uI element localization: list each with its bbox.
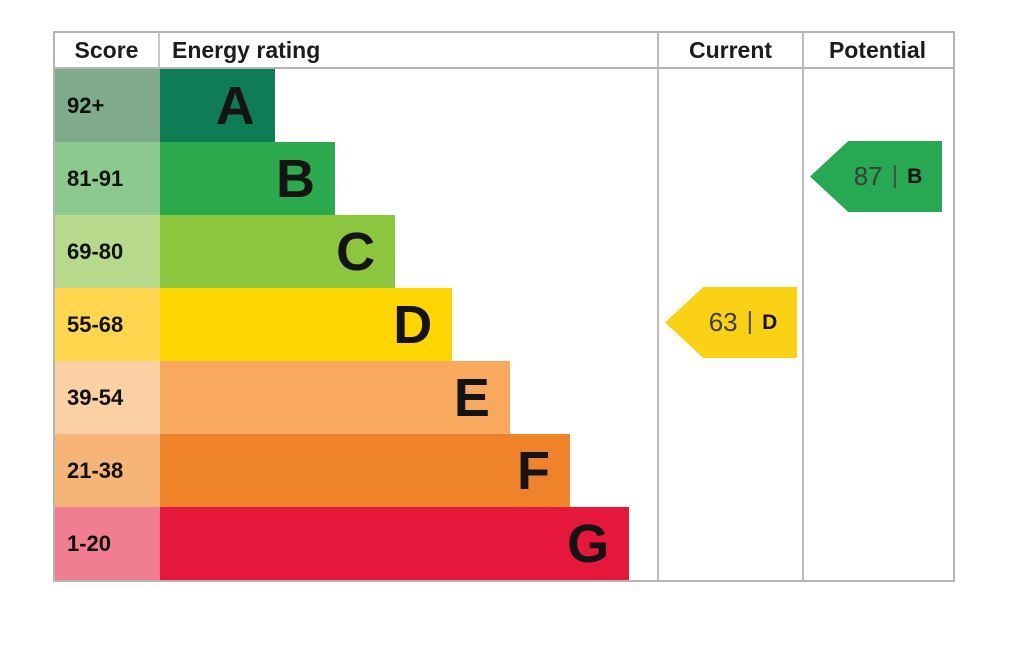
potential-rating-band-letter: B (907, 164, 923, 188)
score-range-label: 39-54 (55, 361, 160, 434)
rating-bar-c: C (160, 215, 396, 288)
potential-column-cell (802, 215, 951, 288)
score-range-label: 81-91 (55, 142, 160, 215)
header-row: Score Energy rating Current Potential (55, 33, 953, 69)
bar-area: G (160, 507, 657, 580)
score-range-label: 92+ (55, 69, 160, 142)
score-range-label: 1-20 (55, 507, 160, 580)
band-row-d: 55-68 D (55, 288, 953, 361)
current-column-cell (657, 507, 802, 580)
potential-column-cell (802, 361, 951, 434)
bar-area: C (160, 215, 657, 288)
band-row-g: 1-20 G (55, 507, 953, 580)
potential-column-cell (802, 69, 951, 142)
band-letter: A (215, 75, 255, 136)
band-row-f: 21-38 F (55, 434, 953, 507)
rating-bar-b: B (160, 142, 335, 215)
rating-bar-f: F (160, 434, 571, 507)
score-range-label: 69-80 (55, 215, 160, 288)
bar-area: F (160, 434, 657, 507)
bar-area: E (160, 361, 657, 434)
potential-column-cell (802, 142, 951, 215)
potential-column-cell (802, 507, 951, 580)
band-row-b: 81-91 B (55, 142, 953, 215)
band-letter: C (336, 221, 376, 282)
band-row-c: 69-80 C (55, 215, 953, 288)
potential-column-cell (802, 288, 951, 361)
current-rating-value: 63 (708, 307, 738, 337)
band-letter: G (567, 513, 610, 574)
band-letter: B (275, 148, 315, 209)
current-column-cell (657, 434, 802, 507)
band-row-a: 92+ A (55, 69, 953, 142)
header-current: Current (657, 33, 802, 67)
band-row-e: 39-54 E (55, 361, 953, 434)
header-potential: Potential (802, 33, 951, 67)
potential-rating-separator: | (891, 161, 899, 189)
potential-column-cell (802, 434, 951, 507)
band-letter: F (517, 440, 551, 501)
bar-area: A (160, 69, 657, 142)
score-range-label: 55-68 (55, 288, 160, 361)
current-rating-band-letter: D (762, 310, 778, 334)
rating-bar-a: A (160, 69, 275, 142)
bar-area: D (160, 288, 657, 361)
header-score: Score (55, 33, 160, 67)
score-range-label: 21-38 (55, 434, 160, 507)
current-column-cell (657, 142, 802, 215)
current-column-cell (657, 288, 802, 361)
band-letter: E (453, 367, 490, 428)
header-energy-rating: Energy rating (172, 36, 321, 63)
current-rating-separator: | (746, 307, 754, 335)
rating-bar-g: G (160, 507, 630, 580)
rating-bar-e: E (160, 361, 510, 434)
epc-table: Score Energy rating Current Potential 92… (53, 31, 955, 582)
band-letter: D (393, 294, 433, 355)
potential-rating-value: 87 (853, 161, 883, 191)
bar-area: B (160, 142, 657, 215)
current-column-cell (657, 361, 802, 434)
current-column-cell (657, 69, 802, 142)
rating-bar-d: D (160, 288, 453, 361)
current-column-cell (657, 215, 802, 288)
